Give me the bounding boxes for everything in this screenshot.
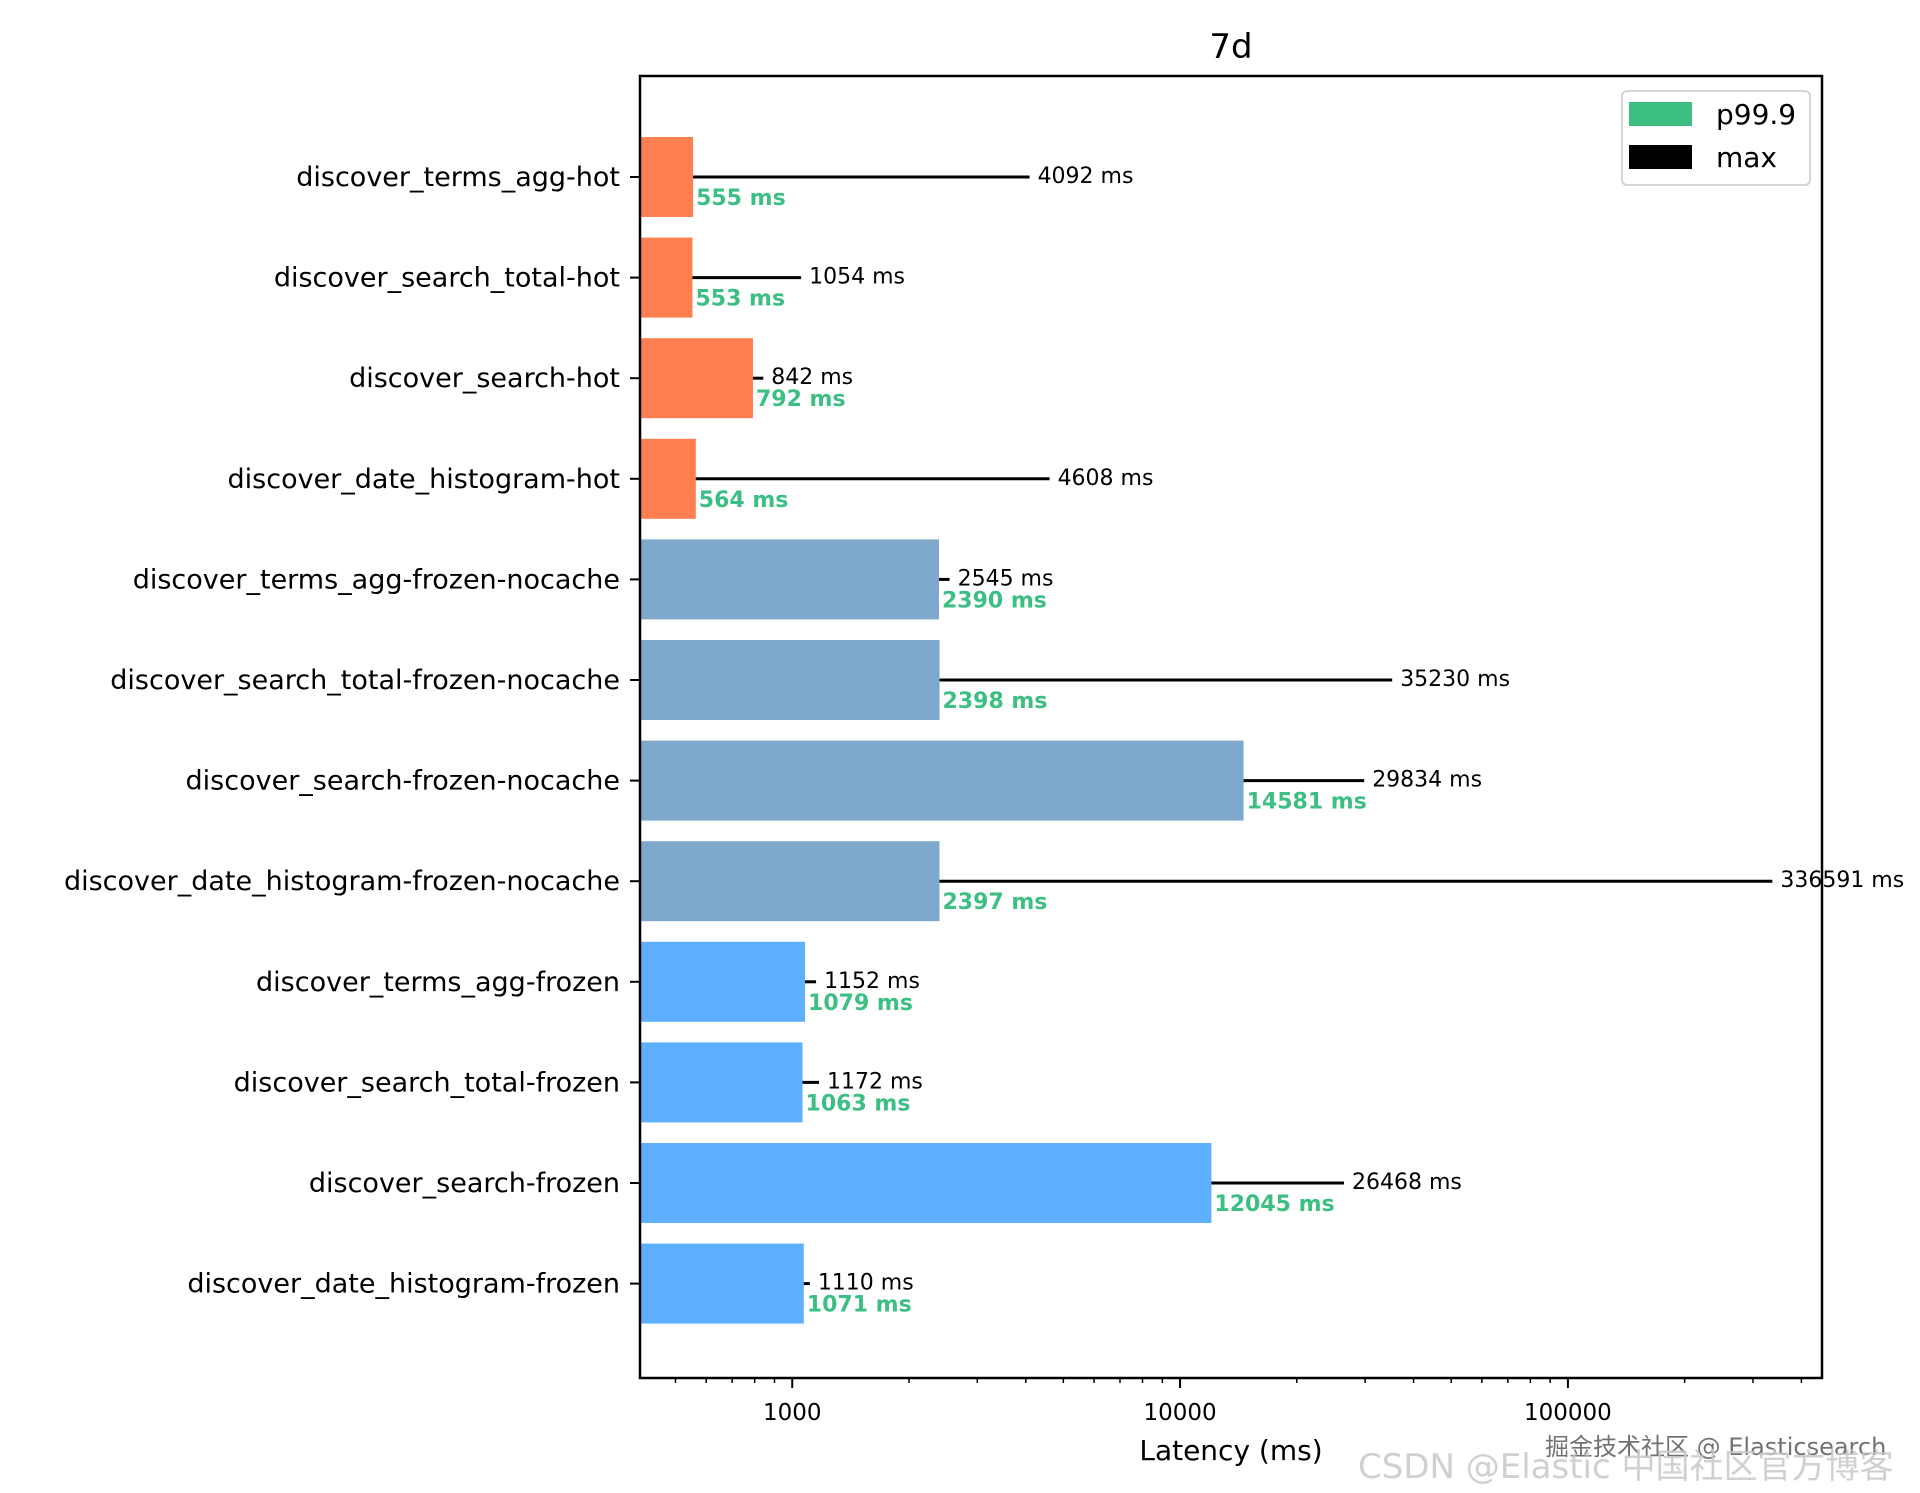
- bar-p99-discover_date_histogram-frozen-nocache: [640, 841, 940, 922]
- legend-swatch-p99: [1629, 102, 1692, 126]
- p99-value-label: 1071 ms: [807, 1293, 912, 1318]
- y-tick-label: discover_search-hot: [349, 363, 620, 394]
- max-value-label: 26468 ms: [1352, 1170, 1462, 1195]
- y-tick-label: discover_search-frozen: [309, 1168, 620, 1199]
- bar-p99-discover_date_histogram-frozen: [640, 1243, 804, 1324]
- y-tick-label: discover_terms_agg-frozen: [256, 967, 620, 998]
- p99-value-label: 2398 ms: [943, 689, 1048, 714]
- watermark-juejin: 掘金技术社区 @ Elasticsearch: [1545, 1433, 1886, 1461]
- p99-value-label: 555 ms: [696, 186, 786, 211]
- p99-value-label: 1063 ms: [806, 1091, 911, 1116]
- p99-value-label: 12045 ms: [1214, 1192, 1334, 1217]
- p99-value-label: 564 ms: [699, 488, 789, 513]
- bar-p99-discover_search-hot: [640, 338, 753, 419]
- plot-frame: [638, 74, 1824, 1380]
- y-tick-label: discover_search_total-frozen: [234, 1067, 620, 1098]
- x-axis: 1000 10000 100000: [674, 1378, 1803, 1426]
- x-tick-label: 100000: [1524, 1400, 1612, 1426]
- y-tick-label: discover_date_histogram-hot: [228, 464, 620, 495]
- max-value-label: 336591 ms: [1780, 868, 1904, 893]
- bar-p99-discover_search-frozen-nocache: [640, 740, 1244, 821]
- max-value-label: 4608 ms: [1058, 466, 1154, 491]
- p99-value-label: 553 ms: [695, 287, 785, 312]
- y-tick-label: discover_search_total-frozen-nocache: [110, 665, 620, 696]
- y-tick-label: discover_date_histogram-frozen: [187, 1269, 620, 1300]
- max-value-label: 35230 ms: [1400, 667, 1510, 692]
- bar-p99-discover_search_total-frozen-nocache: [640, 640, 940, 720]
- max-value-label: 4092 ms: [1038, 164, 1134, 189]
- p99-value-label: 2397 ms: [942, 890, 1047, 915]
- p99-value-label: 1079 ms: [808, 991, 913, 1016]
- max-value-label: 1172 ms: [827, 1069, 923, 1094]
- watermark-csdn: CSDN @Elastic 中国社区官方博客: [1358, 1447, 1894, 1487]
- x-tick-label: 1000: [763, 1400, 822, 1426]
- max-value-label: 1054 ms: [809, 265, 905, 290]
- chart-title: 7d: [1209, 27, 1252, 67]
- p99-value-label: 14581 ms: [1247, 790, 1367, 815]
- bar-p99-discover_search-frozen: [640, 1143, 1212, 1223]
- x-axis-label: Latency (ms): [1139, 1434, 1322, 1467]
- max-value-label: 1152 ms: [824, 969, 920, 994]
- p99-value-label: 2390 ms: [942, 588, 1047, 613]
- max-value-label: 2545 ms: [958, 566, 1054, 591]
- bar-p99-discover_date_histogram-hot: [640, 438, 696, 519]
- y-tick-label: discover_terms_agg-frozen-nocache: [133, 564, 620, 595]
- legend-label-p99: p99.9: [1716, 98, 1796, 131]
- legend-swatch-max: [1629, 145, 1692, 169]
- max-value-label: 1110 ms: [818, 1271, 914, 1296]
- bar-p99-discover_search_total-hot: [640, 237, 693, 318]
- bar-p99-discover_terms_agg-hot: [640, 137, 694, 217]
- p99-value-label: 792 ms: [756, 387, 846, 412]
- legend-label-max: max: [1716, 141, 1777, 174]
- legend: p99.9 max: [1621, 90, 1811, 186]
- bar-p99-discover_terms_agg-frozen: [640, 941, 806, 1022]
- y-tick-label: discover_search-frozen-nocache: [186, 766, 620, 797]
- max-value-label: 842 ms: [771, 365, 853, 390]
- y-tick-label: discover_search_total-hot: [274, 263, 620, 294]
- bar-p99-discover_terms_agg-frozen-nocache: [640, 539, 939, 620]
- bar-p99-discover_search_total-frozen: [640, 1042, 803, 1123]
- y-tick-label: discover_terms_agg-hot: [296, 162, 620, 193]
- x-tick-label: 10000: [1143, 1400, 1216, 1426]
- y-axis-labels: discover_terms_agg-hot discover_search_to…: [64, 162, 640, 1300]
- max-value-label: 29834 ms: [1372, 768, 1482, 793]
- y-tick-label: discover_date_histogram-frozen-nocache: [64, 866, 620, 897]
